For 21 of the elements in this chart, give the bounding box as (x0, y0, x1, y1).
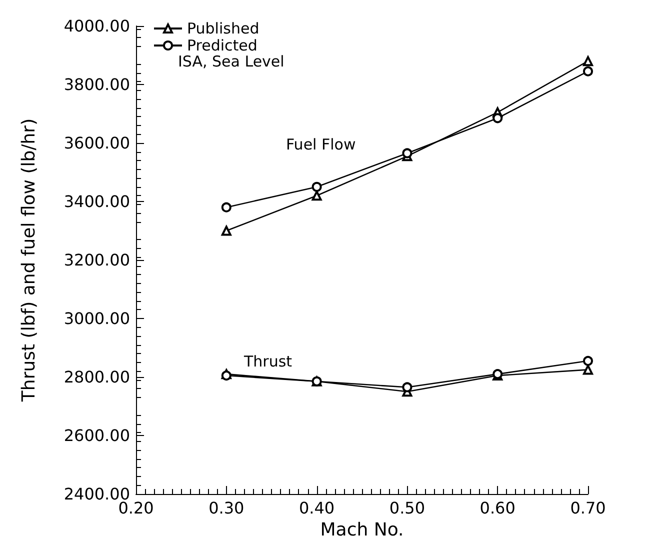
y-tick-label: 2600.00 (64, 426, 130, 445)
x-tick-label: 0.70 (570, 498, 606, 518)
y-tick-label: 4000.00 (64, 16, 130, 36)
y-tick-label: 3000.00 (64, 309, 130, 328)
annotation: ISA, Sea Level (178, 52, 284, 70)
y-tick-label: 3600.00 (64, 134, 130, 152)
x-tick-label: 0.30 (208, 498, 244, 518)
x-tick-label: 0.60 (480, 498, 516, 518)
x-axis-title: Mach No. (320, 519, 404, 540)
annotation: Thrust (243, 352, 292, 370)
y-tick-label: 3400.00 (64, 192, 130, 211)
legend-label: Published (187, 20, 260, 38)
y-tick-label: 3800.00 (64, 75, 130, 94)
x-tick-label: 0.40 (298, 498, 335, 518)
annotation: Fuel Flow (286, 136, 356, 154)
y-tick-label: 2800.00 (64, 368, 130, 386)
y-tick-label: 3200.00 (64, 250, 130, 270)
legend-label: Predicted (187, 36, 258, 54)
x-tick-label: 0.50 (389, 498, 426, 518)
x-tick-label: 0.20 (118, 498, 154, 518)
y-axis-title: Thrust (lbf) and fuel flow (lb/hr) (18, 118, 40, 403)
